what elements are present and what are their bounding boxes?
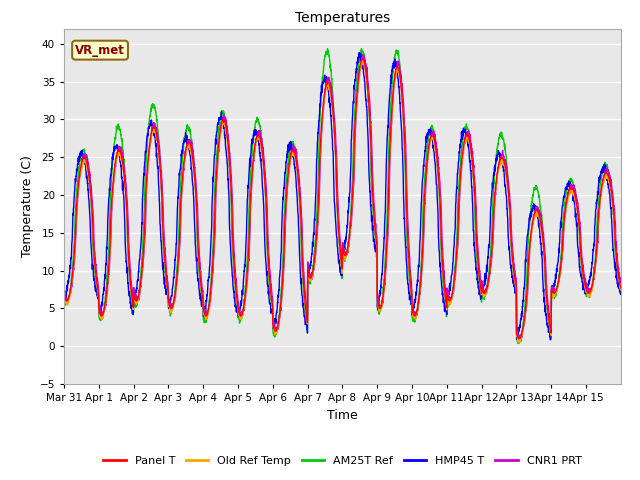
AM25T Ref [542,289,550,295]
AM25T Ref [514,341,522,347]
Old Ref Temp [510,273,518,278]
Old Ref Temp [60,293,68,299]
HMP45 T [510,283,518,288]
Panel T [236,312,244,318]
Legend: Panel T, Old Ref Temp, AM25T Ref, HMP45 T, CNR1 PRT: Panel T, Old Ref Temp, AM25T Ref, HMP45 … [99,452,586,470]
Y-axis label: Temperature (C): Temperature (C) [21,156,34,257]
AM25T Ref [60,295,68,300]
Line: Panel T: Panel T [64,59,621,339]
Line: HMP45 T: HMP45 T [64,53,621,340]
Line: Old Ref Temp: Old Ref Temp [64,60,621,342]
Old Ref Temp [542,287,550,292]
HMP45 T [542,312,550,318]
CNR1 PRT [116,144,124,150]
Panel T [515,336,523,342]
HMP45 T [355,50,363,56]
Panel T [617,285,625,291]
CNR1 PRT [515,337,523,343]
AM25T Ref [617,290,625,296]
HMP45 T [547,337,554,343]
Panel T [116,147,124,153]
Old Ref Temp [376,308,384,313]
Line: AM25T Ref: AM25T Ref [64,48,621,344]
Old Ref Temp [116,152,124,157]
Line: CNR1 PRT: CNR1 PRT [64,55,621,340]
Old Ref Temp [617,287,625,293]
Panel T [359,56,367,62]
AM25T Ref [609,212,617,217]
X-axis label: Time: Time [327,408,358,421]
CNR1 PRT [359,52,367,58]
Panel T [510,271,518,277]
HMP45 T [236,307,244,313]
CNR1 PRT [376,305,384,311]
AM25T Ref [510,277,518,283]
Panel T [542,285,550,290]
AM25T Ref [358,46,365,51]
CNR1 PRT [617,279,625,285]
Old Ref Temp [609,209,617,215]
Panel T [609,205,617,211]
HMP45 T [617,284,625,289]
Old Ref Temp [358,57,366,63]
AM25T Ref [116,127,124,132]
HMP45 T [609,246,617,252]
Old Ref Temp [515,339,523,345]
CNR1 PRT [609,196,617,202]
HMP45 T [116,151,124,157]
HMP45 T [376,293,384,299]
CNR1 PRT [542,266,550,272]
CNR1 PRT [60,288,68,293]
AM25T Ref [236,318,244,324]
AM25T Ref [376,309,384,314]
Old Ref Temp [236,314,244,320]
CNR1 PRT [236,312,244,317]
Text: VR_met: VR_met [75,44,125,57]
CNR1 PRT [510,262,518,267]
Panel T [60,292,68,298]
Title: Temperatures: Temperatures [295,11,390,25]
HMP45 T [60,293,68,299]
Panel T [376,306,384,312]
